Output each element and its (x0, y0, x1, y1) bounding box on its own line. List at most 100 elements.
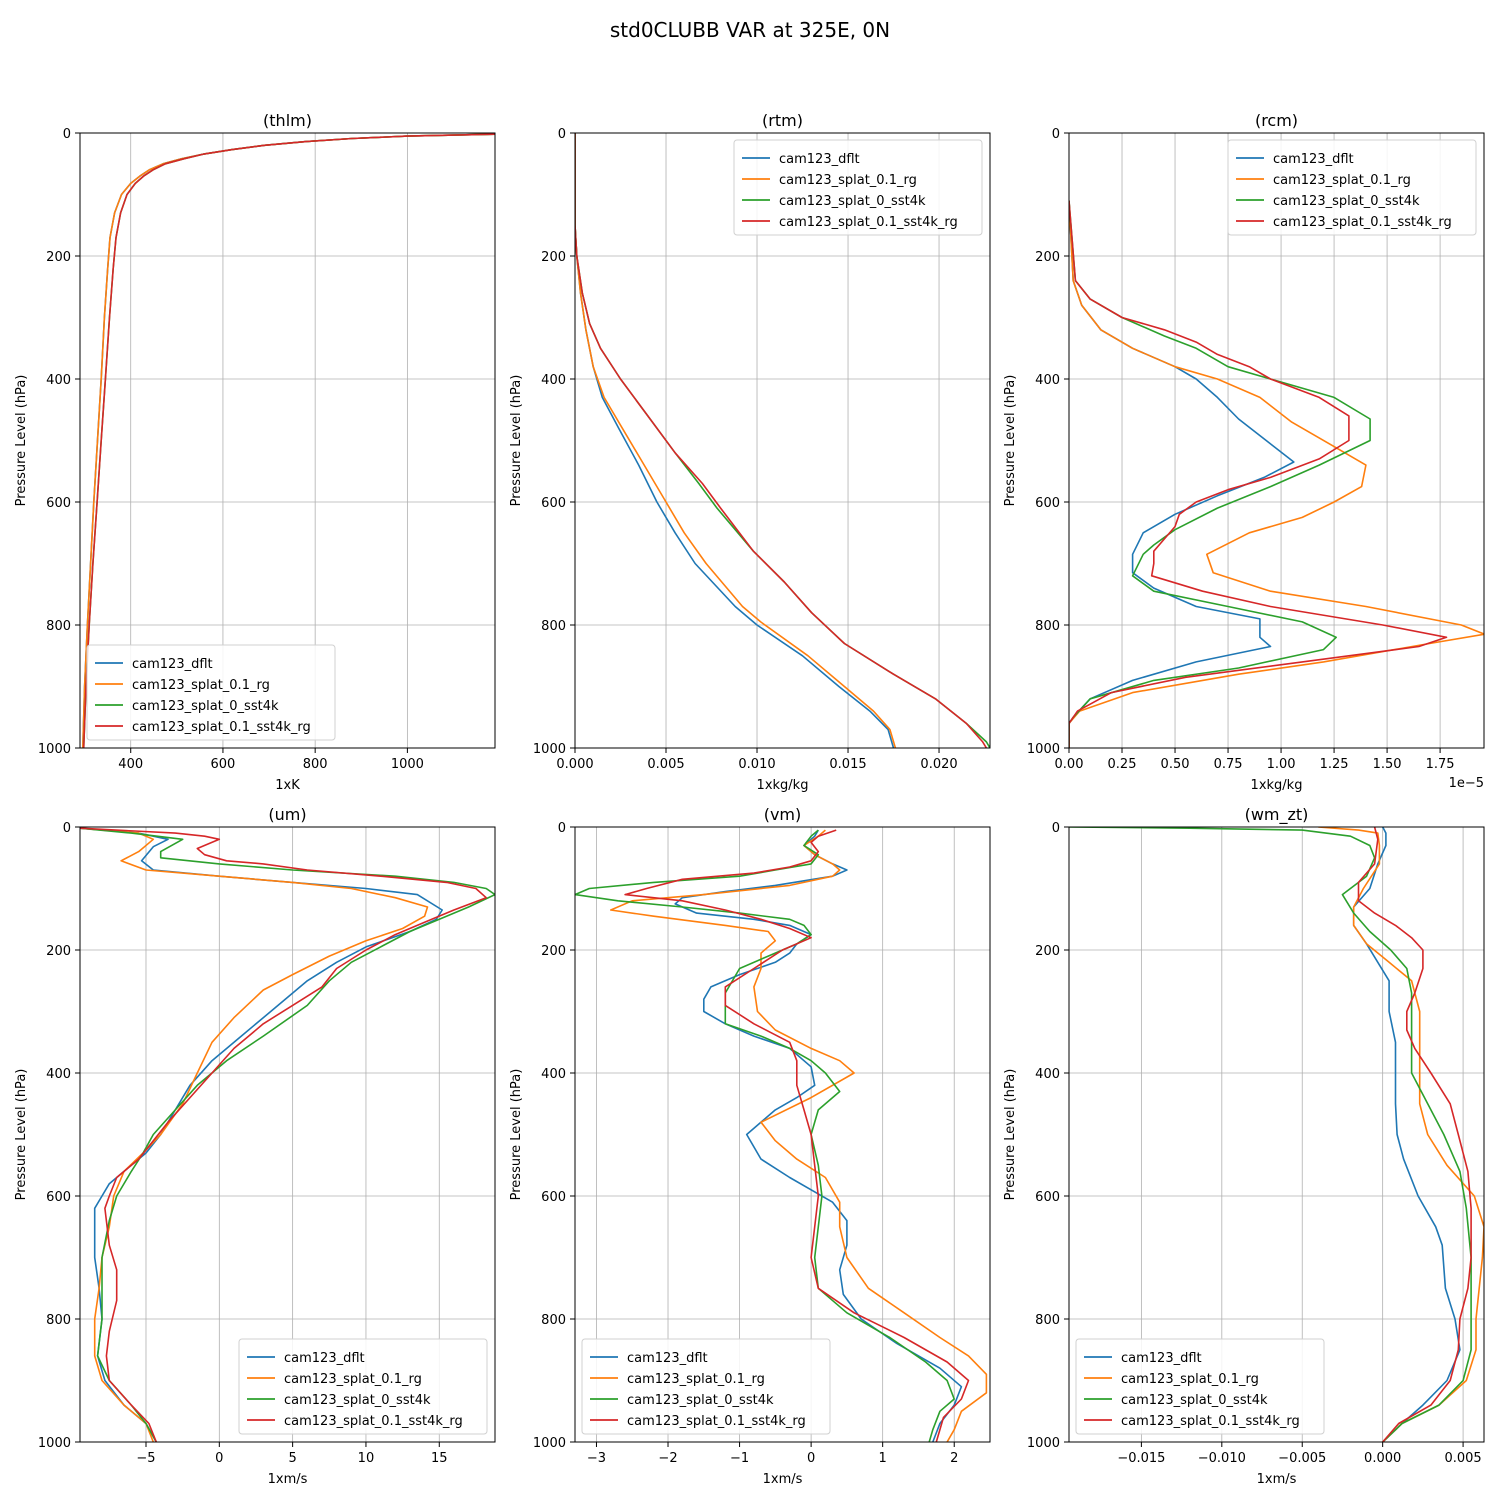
legend-box (238, 1338, 488, 1435)
legend-label: cam123_splat_0_sst4k (132, 699, 279, 714)
series-line-cam123_splat_0.1_rg (610, 829, 988, 1442)
x-tick-label: 0.020 (920, 757, 957, 772)
figure-title: std0CLUBB VAR at 325E, 0N (610, 18, 890, 42)
y-tick-label: 600 (1035, 496, 1060, 511)
x-tick-label: 15 (431, 1451, 448, 1466)
y-axis-label: Pressure Level (hPa) (1003, 375, 1018, 507)
series-group (80, 827, 495, 1442)
x-tick-label: −1 (730, 1451, 749, 1466)
x-tick-label: 1.50 (1373, 757, 1402, 772)
series-group (82, 133, 495, 748)
x-tick-label: −0.015 (1117, 1451, 1165, 1466)
x-tick-label: 0.000 (1364, 1451, 1401, 1466)
series-line-cam123_splat_0.1_sst4k_rg (80, 827, 487, 1442)
legend-label: cam123_splat_0.1_sst4k_rg (779, 215, 958, 230)
x-offset-label: 1e−5 (1449, 776, 1484, 791)
y-tick-label: 1000 (533, 742, 566, 757)
series-group (575, 829, 988, 1442)
legend-label: cam123_dflt (779, 152, 860, 167)
y-tick-label: 600 (46, 1190, 71, 1205)
x-tick-label: 0 (215, 1451, 223, 1466)
axes-frame (574, 132, 991, 749)
y-tick-label: 200 (46, 944, 71, 959)
legend-label: cam123_splat_0.1_sst4k_rg (132, 720, 311, 735)
y-tick-label: 200 (541, 944, 566, 959)
legend: cam123_dflt cam123_splat_0.1_rg cam123_spl… (86, 644, 336, 741)
y-tick-label: 0 (1052, 821, 1060, 836)
x-tick-label: 1.00 (1267, 757, 1296, 772)
x-axis-label: 1xK (275, 778, 300, 793)
legend: cam123_dflt cam123_splat_0.1_rg cam123_spl… (1227, 139, 1477, 236)
axes-frame (1068, 826, 1485, 1443)
series-group (575, 133, 990, 748)
series-line-cam123_splat_0.1_sst4k_rg (624, 829, 970, 1442)
y-tick-label: 1000 (1027, 1436, 1060, 1451)
y-tick-label: 0 (63, 821, 71, 836)
y-tick-label: 600 (541, 1190, 566, 1205)
x-tick-label: −0.010 (1198, 1451, 1246, 1466)
legend-label: cam123_dflt (132, 657, 213, 672)
y-tick-label: 1000 (38, 1436, 71, 1451)
series-line-cam123_splat_0_sst4k (1069, 200, 1371, 748)
panel-0: 400 600 800 1000 0 200 400 600 800 1000 (thlm) 1xK P… (14, 111, 496, 793)
x-tick-label: 0.015 (829, 757, 866, 772)
x-tick-label: 2 (950, 1451, 958, 1466)
legend-label: cam123_splat_0_sst4k (1273, 194, 1420, 209)
y-tick-label: 800 (541, 619, 566, 634)
axes-frame (1068, 132, 1485, 749)
legend: cam123_dflt cam123_splat_0.1_rg cam123_spl… (581, 1338, 831, 1435)
y-axis-label: Pressure Level (hPa) (14, 1069, 29, 1201)
legend-label: cam123_splat_0.1_rg (284, 1372, 422, 1387)
y-tick-label: 200 (1035, 944, 1060, 959)
x-tick-label: 10 (358, 1451, 375, 1466)
series-line-cam123_splat_0_sst4k (80, 827, 495, 1442)
x-tick-label: 0 (807, 1451, 815, 1466)
x-tick-label: 0.005 (1444, 1451, 1481, 1466)
y-tick-label: 800 (46, 619, 71, 634)
legend-label: cam123_splat_0_sst4k (1121, 1393, 1268, 1408)
panel-title: (vm) (764, 805, 802, 824)
series-line-cam123_splat_0.1_sst4k_rg (575, 133, 988, 748)
panel-5: −0.015 −0.010 −0.005 0.000 0.005 0 200 400 600 80… (1003, 805, 1485, 1487)
y-tick-label: 400 (541, 1067, 566, 1082)
y-tick-label: 0 (1052, 127, 1060, 142)
x-axis-label: 1xkg/kg (1251, 778, 1303, 793)
x-tick-label: 0.00 (1055, 757, 1084, 772)
series-group (1069, 827, 1484, 1442)
y-tick-label: 1000 (1027, 742, 1060, 757)
legend-box (733, 139, 983, 236)
series-line-cam123_splat_0.1_rg (1318, 827, 1484, 1442)
x-tick-label: 0.25 (1108, 757, 1137, 772)
legend-box (86, 644, 336, 741)
y-tick-label: 1000 (38, 742, 71, 757)
axes-frame (79, 826, 496, 1443)
x-tick-label: 0.50 (1161, 757, 1190, 772)
panel-2: 0.00 0.25 0.50 0.75 1.00 1.25 1.50 1.75 0 200 400 6… (1003, 111, 1485, 793)
y-axis-label: Pressure Level (hPa) (14, 375, 29, 507)
y-axis-label: Pressure Level (hPa) (509, 1069, 524, 1201)
panel-title: (thlm) (263, 111, 312, 130)
y-tick-label: 200 (1035, 250, 1060, 265)
legend-label: cam123_splat_0.1_rg (1273, 173, 1411, 188)
y-tick-label: 400 (1035, 373, 1060, 388)
y-tick-label: 0 (63, 127, 71, 142)
y-tick-label: 400 (541, 373, 566, 388)
legend-label: cam123_splat_0_sst4k (627, 1393, 774, 1408)
legend-label: cam123_splat_0.1_rg (1121, 1372, 1259, 1387)
legend-label: cam123_splat_0.1_sst4k_rg (1273, 215, 1452, 230)
legend-label: cam123_splat_0.1_sst4k_rg (1121, 1414, 1300, 1429)
series-line-cam123_splat_0.1_sst4k_rg (1069, 200, 1448, 748)
x-tick-label: 0.010 (738, 757, 775, 772)
legend-box (1227, 139, 1477, 236)
x-tick-label: −0.005 (1278, 1451, 1326, 1466)
y-tick-label: 200 (46, 250, 71, 265)
legend-box (1075, 1338, 1325, 1435)
y-tick-label: 600 (46, 496, 71, 511)
legend-box (581, 1338, 831, 1435)
series-line-cam123_splat_0.1_sst4k_rg (1357, 827, 1472, 1442)
legend-label: cam123_splat_0.1_sst4k_rg (627, 1414, 806, 1429)
legend-label: cam123_splat_0.1_sst4k_rg (284, 1414, 463, 1429)
panel-1: 0.000 0.005 0.010 0.015 0.020 0 200 400 600 800 10… (509, 111, 991, 793)
x-tick-label: −3 (587, 1451, 606, 1466)
